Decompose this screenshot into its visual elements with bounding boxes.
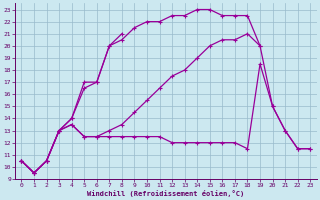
X-axis label: Windchill (Refroidissement éolien,°C): Windchill (Refroidissement éolien,°C) — [87, 190, 244, 197]
